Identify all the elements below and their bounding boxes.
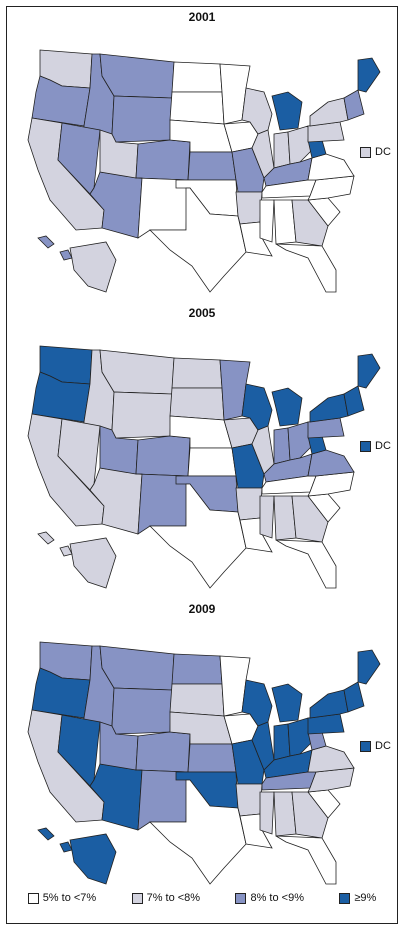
state-ne bbox=[343, 385, 365, 417]
panel-title: 2005 bbox=[188, 306, 216, 320]
panel-title: 2009 bbox=[188, 602, 216, 616]
legend-swatch bbox=[131, 892, 143, 904]
state-ak bbox=[69, 833, 117, 885]
state-nd bbox=[171, 653, 223, 685]
state-mi bbox=[271, 683, 303, 723]
state-la bbox=[239, 813, 273, 849]
state-tx bbox=[149, 779, 247, 885]
state-va bbox=[307, 745, 355, 773]
state-me bbox=[357, 353, 381, 389]
state-wy bbox=[111, 687, 173, 735]
legend-item: 8% to <9% bbox=[235, 892, 304, 904]
state-va bbox=[307, 153, 355, 181]
legend-swatch bbox=[339, 892, 351, 904]
state-ms bbox=[259, 199, 275, 243]
state-fl bbox=[275, 835, 337, 885]
legend: 5% to <7% 7% to <8% 8% to <9% ≥9% bbox=[10, 892, 394, 904]
state-ar bbox=[235, 487, 263, 521]
state-wy bbox=[111, 391, 173, 439]
state-tx bbox=[149, 187, 247, 293]
state-oh bbox=[287, 125, 313, 165]
legend-item: 5% to <7% bbox=[27, 892, 97, 904]
state-sd bbox=[169, 91, 225, 125]
state-ny bbox=[309, 97, 349, 127]
state-in bbox=[273, 131, 291, 169]
us-map bbox=[27, 641, 381, 885]
us-map bbox=[27, 345, 381, 589]
legend-label: ≥9% bbox=[354, 892, 377, 904]
state-ks bbox=[187, 743, 237, 773]
state-tx bbox=[149, 483, 247, 589]
dc-swatch bbox=[360, 740, 371, 752]
state-sd bbox=[169, 387, 225, 421]
legend-label: 7% to <8% bbox=[146, 892, 201, 904]
state-ar bbox=[235, 783, 263, 817]
state-la bbox=[239, 221, 273, 257]
state-hi bbox=[37, 531, 73, 557]
state-ne bbox=[343, 681, 365, 713]
state-ak bbox=[69, 241, 117, 293]
state-me bbox=[357, 649, 381, 685]
state-ar bbox=[235, 191, 263, 225]
figure-frame bbox=[6, 6, 398, 924]
state-mi bbox=[271, 387, 303, 427]
dc-indicator: DC bbox=[360, 740, 391, 752]
legend-label: 8% to <9% bbox=[250, 892, 304, 904]
state-wy bbox=[111, 95, 173, 143]
panel-title: 2001 bbox=[188, 10, 216, 24]
state-ak bbox=[69, 537, 117, 589]
dc-label: DC bbox=[375, 146, 391, 158]
state-co bbox=[135, 731, 191, 773]
state-mt bbox=[99, 53, 175, 99]
state-fl bbox=[275, 243, 337, 293]
state-nd bbox=[171, 357, 223, 389]
state-me bbox=[357, 57, 381, 93]
state-ny bbox=[309, 393, 349, 423]
state-ks bbox=[187, 447, 237, 477]
dc-label: DC bbox=[375, 740, 391, 752]
state-ga bbox=[291, 495, 329, 543]
state-ga bbox=[291, 199, 329, 247]
state-va bbox=[307, 449, 355, 477]
state-ne bbox=[343, 89, 365, 121]
state-oh bbox=[287, 421, 313, 461]
state-sd bbox=[169, 683, 225, 717]
state-fl bbox=[275, 539, 337, 589]
state-mt bbox=[99, 349, 175, 395]
state-hi bbox=[37, 235, 73, 261]
legend-swatch bbox=[27, 892, 39, 904]
state-la bbox=[239, 517, 273, 553]
state-ms bbox=[259, 495, 275, 539]
state-ks bbox=[187, 151, 237, 181]
legend-item: 7% to <8% bbox=[131, 892, 201, 904]
state-co bbox=[135, 435, 191, 477]
us-map bbox=[27, 49, 381, 293]
legend-item: ≥9% bbox=[339, 892, 376, 904]
state-ms bbox=[259, 791, 275, 835]
dc-indicator: DC bbox=[360, 440, 391, 452]
dc-indicator: DC bbox=[360, 146, 391, 158]
state-ny bbox=[309, 689, 349, 719]
state-ga bbox=[291, 791, 329, 839]
dc-label: DC bbox=[375, 440, 391, 452]
state-oh bbox=[287, 717, 313, 757]
state-hi bbox=[37, 827, 73, 853]
state-nd bbox=[171, 61, 223, 93]
state-mi bbox=[271, 91, 303, 131]
state-mt bbox=[99, 645, 175, 691]
state-in bbox=[273, 427, 291, 465]
dc-swatch bbox=[360, 440, 371, 452]
legend-swatch bbox=[235, 892, 247, 904]
legend-label: 5% to <7% bbox=[42, 892, 97, 904]
dc-swatch bbox=[360, 146, 371, 158]
state-co bbox=[135, 139, 191, 181]
state-in bbox=[273, 723, 291, 761]
